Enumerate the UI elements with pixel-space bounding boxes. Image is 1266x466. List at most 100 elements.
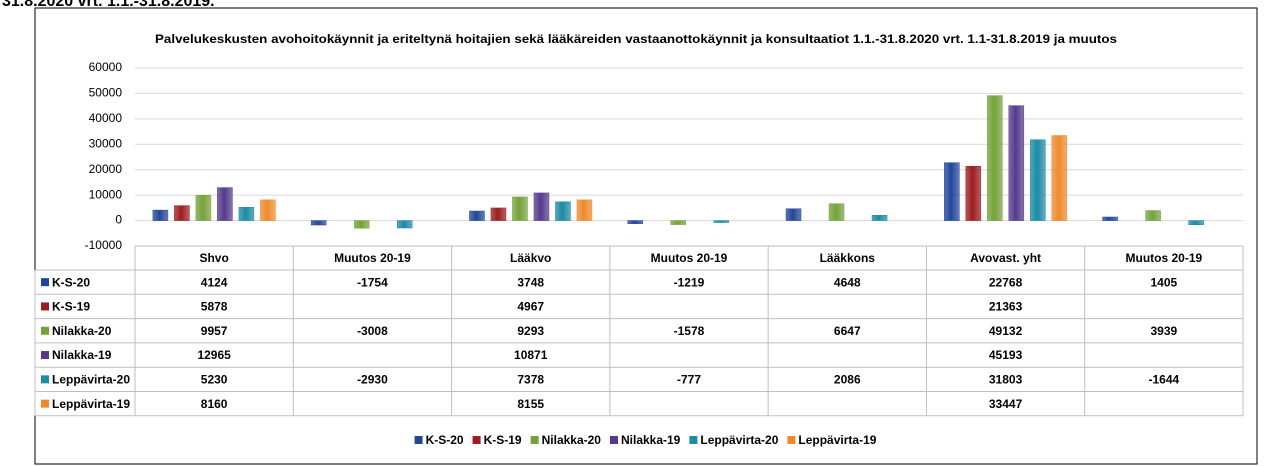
legend-key	[41, 375, 49, 384]
legend-key	[609, 436, 618, 444]
table-cell: 2086	[834, 373, 861, 387]
table-cell: 4967	[517, 300, 544, 314]
table-row-label: Leppävirta-19	[52, 397, 130, 411]
table-cell: -2930	[357, 373, 388, 387]
legend-item: Nilakka-19	[609, 433, 681, 447]
table-cell: 49132	[989, 324, 1023, 338]
table-cell: 22768	[989, 275, 1023, 289]
table-cell: 45193	[989, 348, 1023, 362]
chart-frame	[34, 7, 1258, 465]
bar	[1188, 220, 1204, 226]
bar	[260, 199, 276, 221]
table-cell: 9293	[517, 324, 544, 338]
bar	[987, 95, 1003, 221]
table-cell: 31803	[989, 373, 1023, 387]
bar	[1145, 210, 1161, 221]
table-cell: 4124	[201, 275, 228, 289]
legend-item: K-S-19	[472, 433, 522, 447]
legend-item: Leppävirta-20	[689, 433, 779, 447]
table-cell: 6647	[834, 324, 861, 338]
legend-key	[41, 302, 49, 311]
bar	[310, 220, 327, 226]
legend-key	[41, 399, 49, 408]
y-tick-label: 0	[115, 213, 122, 227]
legend-key	[689, 436, 698, 444]
table-cell: -3008	[357, 324, 388, 338]
legend-key	[530, 436, 539, 444]
legend-key	[414, 436, 423, 444]
bar	[828, 203, 845, 221]
x-tick-label: Lääkkons	[820, 251, 876, 265]
bar	[238, 207, 255, 221]
legend-key	[41, 326, 49, 335]
legend-label: K-S-20	[426, 433, 464, 447]
table-cell: 4648	[834, 275, 861, 289]
legend-label: Nilakka-20	[542, 433, 602, 447]
x-tick-label: Lääkvo	[510, 251, 551, 265]
table-cell: 1405	[1151, 275, 1178, 289]
legend-item: Leppävirta-19	[787, 433, 877, 447]
bar	[490, 207, 507, 221]
table-cell: -1578	[674, 324, 705, 338]
legend-label: Leppävirta-19	[798, 433, 876, 447]
page-heading: 31.8.2020 vrt. 1.1.-31.8.2019.	[2, 0, 215, 10]
table-cell: -1219	[674, 275, 705, 289]
x-tick-label: Muutos 20-19	[651, 251, 728, 265]
table-cell: 7378	[517, 373, 544, 387]
bar	[1008, 105, 1025, 221]
bar	[871, 215, 888, 221]
legend-key	[41, 351, 49, 360]
y-tick-label: 60000	[89, 60, 123, 74]
bar	[965, 165, 982, 221]
table-cell: 5878	[201, 300, 228, 314]
bar	[576, 199, 593, 221]
chart-title: Palvelukeskusten avohoitokäynnit ja erit…	[155, 32, 1117, 46]
table-cell: -777	[677, 373, 701, 387]
table-row-label: Nilakka-20	[52, 324, 112, 338]
bar	[152, 209, 169, 221]
bar	[195, 195, 212, 221]
bar	[533, 192, 550, 221]
legend-label: Nilakka-19	[621, 433, 681, 447]
y-tick-label: 10000	[89, 187, 123, 201]
y-tick-label: 40000	[89, 111, 123, 125]
y-tick-label: 20000	[89, 162, 123, 176]
legend-label: Leppävirta-20	[700, 433, 778, 447]
bar	[1030, 139, 1046, 221]
bar	[512, 196, 528, 221]
bar	[785, 208, 802, 221]
bar	[217, 187, 233, 221]
table-cell: 12965	[197, 348, 231, 362]
table-row-label: K-S-20	[52, 275, 90, 289]
table-cell: 9957	[201, 324, 228, 338]
bar	[627, 220, 643, 224]
bar	[396, 220, 413, 229]
legend-key	[41, 278, 49, 287]
y-tick-label: 50000	[89, 86, 123, 100]
bar	[353, 220, 370, 229]
table-row-label: Leppävirta-20	[52, 373, 130, 387]
x-tick-label: Avovast. yht	[970, 251, 1041, 265]
table-row-label: K-S-19	[52, 300, 90, 314]
bar	[670, 220, 686, 225]
legend-key	[787, 436, 796, 444]
y-tick-label: 30000	[89, 136, 123, 150]
table-row-label: Nilakka-19	[52, 348, 112, 362]
table-cell: -1644	[1149, 373, 1180, 387]
table-cell: 21363	[989, 300, 1023, 314]
table-cell: 5230	[201, 373, 228, 387]
x-tick-label: Shvo	[199, 251, 228, 265]
legend-item: Nilakka-20	[530, 433, 602, 447]
bar	[1102, 216, 1118, 221]
bar	[1051, 135, 1068, 221]
legend-item: K-S-20	[414, 433, 464, 447]
bar	[713, 220, 729, 223]
bar	[469, 210, 485, 221]
table-cell: 8160	[201, 397, 228, 411]
bar	[555, 201, 571, 221]
x-tick-label: Muutos 20-19	[334, 251, 411, 265]
table-cell: -1754	[357, 275, 388, 289]
table-cell: 3748	[517, 275, 544, 289]
table-cell: 8155	[517, 397, 544, 411]
